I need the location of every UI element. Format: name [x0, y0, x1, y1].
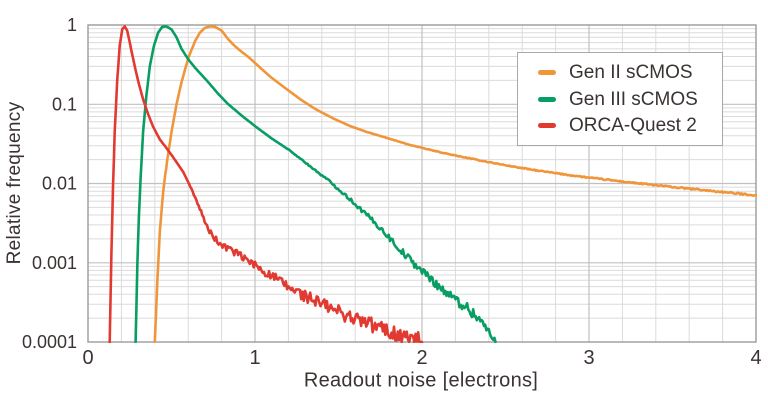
x-axis-tick-labels: 0 1 2 3 4: [82, 347, 761, 369]
y-axis-tick-labels: 1 0.1 0.01 0.001 0.0001: [22, 15, 77, 352]
legend-line-swatch-icon: [538, 70, 556, 76]
series-line-gen-ii-scmos: [153, 25, 757, 343]
series-curves: [108, 25, 757, 343]
legend-label: ORCA-Quest 2: [569, 114, 697, 136]
x-tick-label: 2: [416, 347, 427, 369]
y-tick-label: 1: [67, 15, 77, 35]
legend: Gen II sCMOS Gen III sCMOS ORCA-Quest 2: [517, 52, 723, 146]
legend-item-orca-quest-2: ORCA-Quest 2: [538, 116, 722, 135]
x-tick-label: 1: [249, 347, 260, 369]
y-tick-label: 0.001: [32, 253, 77, 273]
y-tick-label: 0.0001: [22, 332, 77, 352]
series-line-gen-iii-scmos: [134, 25, 497, 343]
x-tick-label: 0: [82, 347, 93, 369]
y-tick-label: 0.01: [42, 174, 77, 194]
y-tick-label: 0.1: [52, 94, 77, 114]
legend-item-gen-ii-scmos: Gen II sCMOS: [538, 63, 722, 82]
legend-label: Gen III sCMOS: [569, 88, 698, 110]
legend-line-swatch-icon: [538, 96, 556, 102]
x-axis-title: Readout noise [electrons]: [303, 369, 539, 392]
x-tick-label: 4: [750, 347, 761, 369]
legend-item-gen-iii-scmos: Gen III sCMOS: [538, 90, 722, 109]
legend-line-swatch-icon: [538, 122, 556, 128]
legend-label: Gen II sCMOS: [569, 62, 693, 84]
series-line-orca-quest-2: [108, 25, 424, 343]
y-axis-title: Relative frequency: [4, 101, 25, 265]
x-tick-label: 3: [583, 347, 594, 369]
